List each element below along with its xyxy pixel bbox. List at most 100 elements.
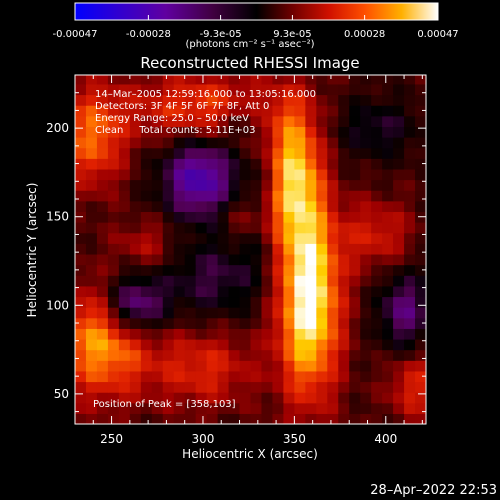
heatmap-cell: [151, 264, 164, 276]
heatmap-cell: [140, 115, 153, 127]
heatmap-cell: [261, 232, 274, 244]
heatmap-cell: [85, 381, 98, 393]
heatmap-cell: [75, 296, 87, 308]
heatmap-cell: [217, 147, 230, 159]
heatmap-cell: [250, 94, 263, 106]
heatmap-cell: [349, 115, 361, 127]
heatmap-cell: [349, 75, 361, 85]
heatmap-cell: [272, 328, 285, 340]
heatmap-cell: [129, 211, 142, 223]
heatmap-cell: [129, 402, 142, 414]
heatmap-cell: [371, 370, 383, 383]
heatmap-cell: [415, 147, 426, 159]
heatmap-cell: [173, 360, 186, 372]
heatmap-cell: [360, 285, 372, 298]
heatmap-cell: [404, 75, 416, 85]
heatmap-cell: [305, 349, 317, 361]
heatmap-cell: [173, 392, 186, 404]
heatmap-cell: [206, 222, 219, 234]
heatmap-cell: [75, 158, 87, 170]
heatmap-cell: [107, 126, 120, 138]
heatmap-cell: [228, 275, 241, 287]
heatmap-cell: [162, 328, 175, 340]
heatmap-cell: [239, 179, 252, 191]
heatmap-cell: [228, 115, 241, 127]
heatmap-cell: [162, 275, 175, 287]
heatmap-cell: [272, 126, 285, 138]
heatmap-cell: [107, 168, 120, 181]
heatmap-cell: [151, 190, 164, 202]
heatmap-cell: [294, 285, 306, 298]
heatmap-cell: [96, 402, 109, 414]
heatmap-cell: [349, 296, 361, 308]
heatmap-cell: [404, 83, 416, 96]
heatmap-cell: [294, 232, 306, 244]
heatmap-cell: [415, 190, 426, 202]
heatmap-cell: [382, 94, 394, 106]
heatmap-cell: [393, 370, 405, 383]
heatmap-cell: [250, 264, 263, 276]
heatmap-cell: [162, 168, 175, 181]
heatmap-cell: [261, 190, 274, 202]
heatmap-cell: [228, 147, 241, 159]
heatmap-cell: [404, 402, 416, 414]
heatmap-cell: [85, 115, 98, 127]
heatmap-cell: [250, 200, 263, 213]
heatmap-cell: [272, 253, 285, 266]
heatmap-cell: [327, 75, 339, 85]
heatmap-cell: [118, 275, 131, 287]
heatmap-cell: [75, 75, 87, 85]
heatmap-cell: [206, 179, 219, 191]
heatmap-cell: [349, 413, 361, 424]
heatmap-cell: [75, 338, 87, 351]
heatmap-cell: [151, 83, 164, 96]
heatmap-cell: [107, 222, 120, 234]
heatmap-cell: [75, 83, 87, 96]
heatmap-cell: [107, 232, 120, 244]
heatmap-cell: [151, 392, 164, 404]
heatmap-cell: [140, 126, 153, 138]
heatmap-cell: [162, 253, 175, 266]
heatmap-cell: [404, 94, 416, 106]
heatmap-cell: [228, 75, 241, 85]
heatmap-cell: [129, 222, 142, 234]
heatmap-cell: [316, 275, 328, 287]
heatmap-cell: [239, 75, 252, 85]
heatmap-cell: [382, 381, 394, 393]
heatmap-cell: [382, 232, 394, 244]
heatmap-cell: [118, 168, 131, 181]
heatmap-cell: [206, 349, 219, 361]
heatmap-cell: [305, 413, 317, 424]
heatmap-cell: [349, 168, 361, 181]
heatmap-cell: [140, 349, 153, 361]
heatmap-cell: [283, 75, 295, 85]
heatmap-cell: [195, 126, 208, 138]
heatmap-cell: [217, 349, 230, 361]
heatmap-cell: [294, 211, 306, 223]
heatmap-cell: [327, 349, 339, 361]
heatmap-cell: [217, 200, 230, 213]
heatmap-cell: [195, 147, 208, 159]
heatmap-cell: [173, 328, 186, 340]
heatmap-cell: [96, 253, 109, 266]
heatmap-cell: [404, 413, 416, 424]
heatmap-cell: [327, 94, 339, 106]
heatmap-cell: [327, 200, 339, 213]
heatmap-cell: [272, 137, 285, 149]
heatmap-cell: [151, 75, 164, 85]
heatmap-cell: [283, 243, 295, 255]
heatmap-cell: [173, 83, 186, 96]
heatmap-cell: [316, 190, 328, 202]
heatmap-cell: [228, 83, 241, 96]
heatmap-cell: [217, 338, 230, 351]
heatmap-cell: [371, 126, 383, 138]
heatmap-cell: [261, 83, 274, 96]
heatmap-cell: [228, 317, 241, 329]
heatmap-cell: [184, 381, 197, 393]
heatmap-cell: [272, 179, 285, 191]
heatmap-cell: [338, 83, 350, 96]
heatmap-cell: [184, 158, 197, 170]
heatmap-cell: [283, 275, 295, 287]
heatmap-cell: [250, 392, 263, 404]
heatmap-cell: [404, 307, 416, 319]
